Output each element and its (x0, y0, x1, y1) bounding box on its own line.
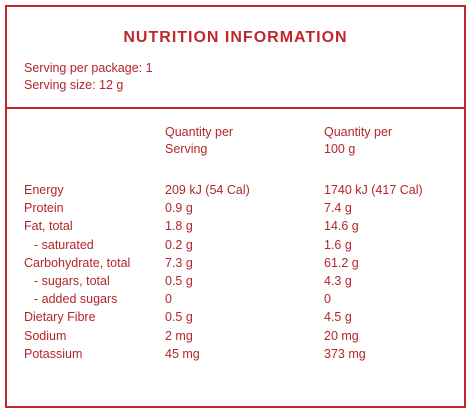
table-row: - added sugars 0 0 (24, 290, 454, 308)
per-serving-value: 0.9 g (165, 201, 193, 216)
nutrient-label: Protein (24, 201, 64, 216)
table-row: Carbohydrate, total 7.3 g 61.2 g (24, 254, 454, 272)
per-serving-value: 209 kJ (54 Cal) (165, 183, 250, 197)
nutrient-sublabel: - saturated (34, 237, 94, 252)
per-100g-value: 1.6 g (324, 237, 352, 252)
nutrient-table: Energy 209 kJ (54 Cal) 1740 kJ (417 Cal)… (24, 181, 454, 363)
table-row: Sodium 2 mg 20 mg (24, 327, 454, 345)
table-row: - sugars, total 0.5 g 4.3 g (24, 272, 454, 290)
per-serving-value: 0 (165, 292, 172, 307)
serving-per-package: Serving per package: 1 (24, 61, 153, 75)
per-100g-value: 0 (324, 292, 331, 307)
nutrient-sublabel: - sugars, total (34, 273, 110, 288)
nutrition-panel: NUTRITION INFORMATION Serving per packag… (5, 5, 466, 408)
nutrient-sublabel: - added sugars (34, 292, 118, 307)
nutrient-label: Dietary Fibre (24, 310, 96, 325)
table-row: Protein 0.9 g 7.4 g (24, 199, 454, 217)
column-header-line: 100 g (324, 142, 356, 156)
table-row: Fat, total 1.8 g 14.6 g (24, 217, 454, 235)
per-100g-value: 61.2 g (324, 255, 359, 270)
per-100g-value: 20 mg (324, 328, 359, 343)
column-header-per-serving: Quantity per Serving (165, 124, 233, 158)
nutrient-label: Potassium (24, 346, 83, 361)
nutrient-label: Energy (24, 183, 64, 197)
table-row: Dietary Fibre 0.5 g 4.5 g (24, 308, 454, 326)
per-serving-value: 2 mg (165, 328, 193, 343)
column-header-line: Serving (165, 142, 208, 156)
serving-info: Serving per package: 1 Serving size: 12 … (24, 60, 153, 94)
per-100g-value: 4.3 g (324, 273, 352, 288)
per-100g-value: 4.5 g (324, 310, 352, 325)
per-serving-value: 0.2 g (165, 237, 193, 252)
serving-size: Serving size: 12 g (24, 78, 124, 92)
panel-title: NUTRITION INFORMATION (123, 29, 348, 46)
per-100g-value: 373 mg (324, 346, 366, 361)
nutrient-label: Sodium (24, 328, 67, 343)
nutrient-label: Fat, total (24, 219, 73, 234)
table-row: - saturated 0.2 g 1.6 g (24, 236, 454, 254)
section-divider (7, 107, 464, 109)
column-header-line: Quantity per (324, 125, 393, 139)
column-header-line: Quantity per (165, 125, 234, 139)
table-row: Energy 209 kJ (54 Cal) 1740 kJ (417 Cal) (24, 181, 454, 199)
table-row: Potassium 45 mg 373 mg (24, 345, 454, 363)
column-header-per-100g: Quantity per 100 g (324, 124, 392, 158)
per-serving-value: 0.5 g (165, 273, 193, 288)
per-100g-value: 1740 kJ (417 Cal) (324, 183, 423, 197)
per-serving-value: 45 mg (165, 346, 200, 361)
per-serving-value: 7.3 g (165, 255, 193, 270)
per-100g-value: 14.6 g (324, 219, 359, 234)
per-serving-value: 0.5 g (165, 310, 193, 325)
per-serving-value: 1.8 g (165, 219, 193, 234)
per-100g-value: 7.4 g (324, 201, 352, 216)
nutrient-label: Carbohydrate, total (24, 255, 131, 270)
